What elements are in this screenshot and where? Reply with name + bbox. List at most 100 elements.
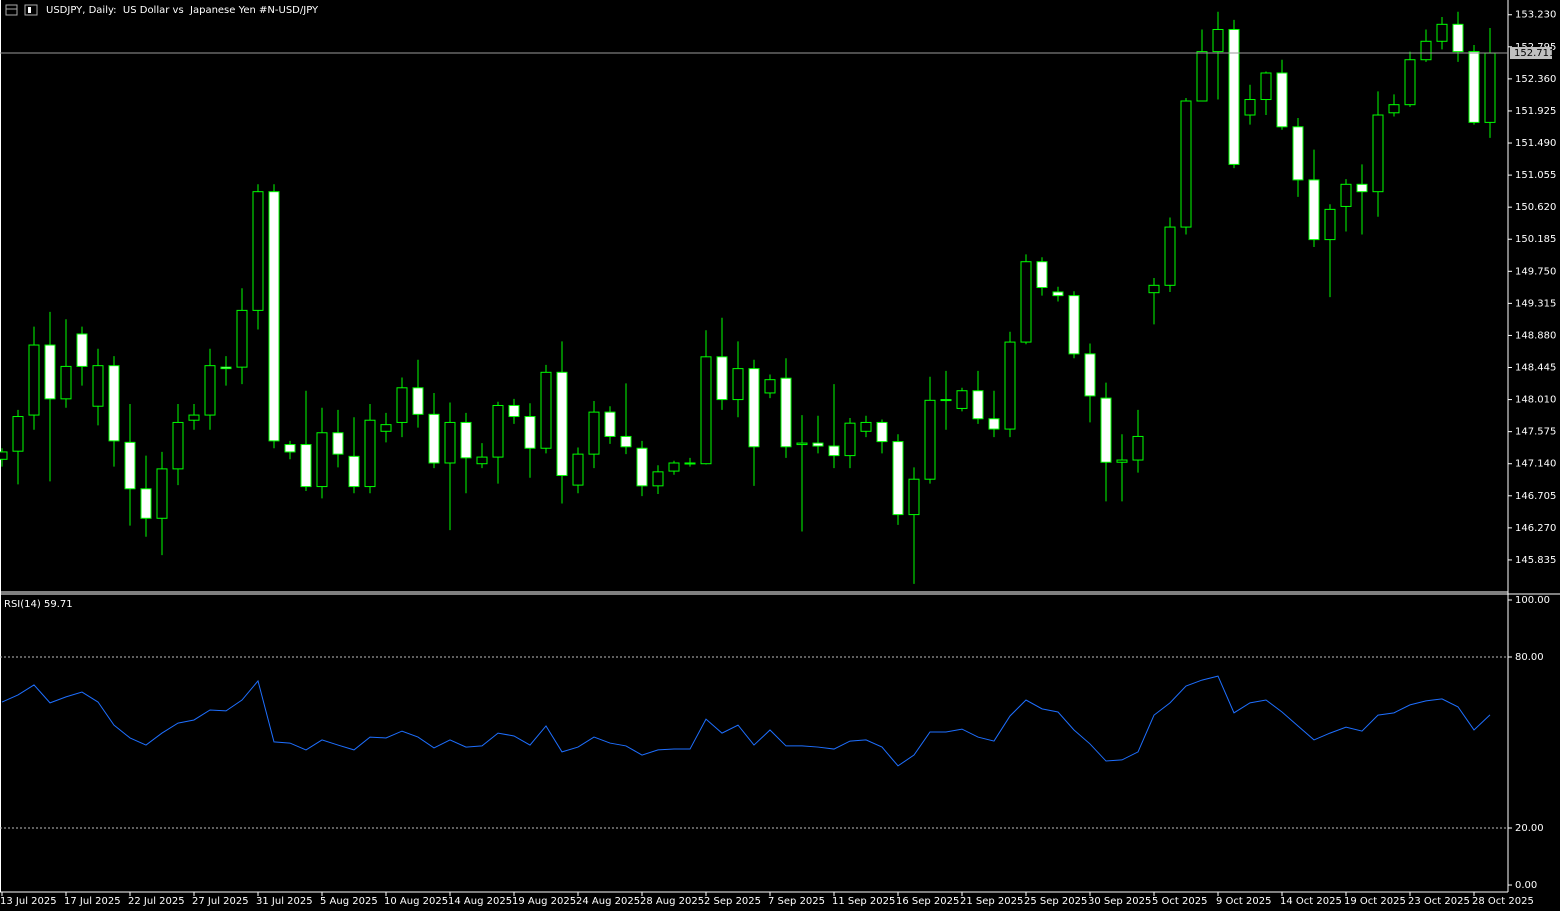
indicator-name: RSI(14) [4, 599, 41, 610]
candle-body [380, 424, 392, 432]
x-tick-label: 30 Sep 2025 [1088, 896, 1151, 907]
candle-body [1372, 114, 1384, 193]
candle-body [1132, 435, 1144, 461]
candle-body [540, 371, 552, 449]
candle-body [268, 191, 280, 442]
candle-body [364, 419, 376, 488]
candle-body [12, 416, 24, 452]
candle-body [556, 371, 568, 477]
candle-body [620, 435, 632, 448]
candle-body [1212, 28, 1224, 53]
candle-body [732, 368, 744, 401]
candle-body [1484, 52, 1496, 123]
y-tick-label: 149.315 [1515, 298, 1556, 309]
candle-body [108, 365, 120, 442]
candle-body [140, 488, 152, 519]
symbol-icons [5, 4, 38, 16]
candle-body [1324, 208, 1336, 241]
candle-body [972, 390, 984, 420]
y-tick-label: 151.925 [1515, 106, 1556, 117]
y-tick-label: 152.360 [1515, 74, 1556, 85]
y-tick-label: 148.010 [1515, 395, 1556, 406]
candle-body [396, 387, 408, 423]
candle-body [1468, 51, 1480, 123]
candle-body [1356, 183, 1368, 193]
y-tick-label: 148.880 [1515, 330, 1556, 341]
candle-body [956, 390, 968, 409]
candle-body [44, 344, 56, 400]
x-tick-label: 28 Aug 2025 [640, 896, 704, 907]
y-tick-label: 146.270 [1515, 523, 1556, 534]
y-tick-label: 0.00 [1515, 880, 1537, 891]
icon [24, 4, 38, 16]
candle-body [1452, 23, 1464, 53]
candle-body [652, 471, 664, 487]
candle-body [924, 399, 936, 480]
candle-body [1052, 291, 1064, 297]
candle-body [204, 365, 216, 416]
x-tick-label: 5 Aug 2025 [320, 896, 378, 907]
y-tick-label: 145.835 [1515, 555, 1556, 566]
x-tick-label: 16 Sep 2025 [896, 896, 959, 907]
indicator-title: RSI(14) 59.71 [4, 599, 73, 610]
candle-body [828, 445, 840, 457]
candle-body [428, 413, 440, 464]
candle-body [1308, 179, 1320, 241]
candle-body [236, 309, 248, 368]
x-tick-label: 9 Oct 2025 [1216, 896, 1271, 907]
candle-body [316, 432, 328, 488]
x-tick-label: 28 Oct 2025 [1472, 896, 1534, 907]
candle-body [716, 356, 728, 401]
x-tick-label: 31 Jul 2025 [256, 896, 313, 907]
candle-body [188, 414, 200, 421]
candle-body [1340, 183, 1352, 207]
candle-body [1180, 100, 1192, 228]
candle-body [76, 333, 88, 367]
candle-body [940, 399, 952, 402]
candle-body [1292, 126, 1304, 181]
candle-body [412, 387, 424, 415]
y-tick-label: 80.00 [1515, 652, 1544, 663]
candle-body [1004, 341, 1016, 430]
x-tick-label: 13 Jul 2025 [0, 896, 57, 907]
x-tick-label: 21 Sep 2025 [960, 896, 1023, 907]
icon [5, 4, 18, 16]
icon [28, 7, 31, 13]
x-tick-label: 14 Oct 2025 [1280, 896, 1342, 907]
x-tick-label: 19 Oct 2025 [1344, 896, 1406, 907]
x-tick-label: 27 Jul 2025 [192, 896, 249, 907]
x-tick-label: 5 Oct 2025 [1152, 896, 1207, 907]
candle-body [1148, 284, 1160, 294]
candle-body [1436, 23, 1448, 42]
candle-body [524, 416, 536, 449]
y-tick-label: 148.445 [1515, 363, 1556, 374]
candle-body [1244, 99, 1256, 116]
candle-body [1100, 397, 1112, 463]
candle-body [1068, 295, 1080, 355]
candle-body [460, 421, 472, 459]
chart-title: USDJPY, Daily: US Dollar vs Japanese Yen… [46, 5, 319, 16]
x-tick-label: 22 Jul 2025 [128, 896, 185, 907]
candle-body [1404, 59, 1416, 106]
candle-body [1164, 226, 1176, 286]
candle-body [252, 191, 264, 311]
last-price-box [1510, 47, 1552, 60]
indicator-line [1, 675, 1491, 767]
candle-body [332, 432, 344, 455]
indicator-value: 59.71 [44, 599, 73, 610]
x-tick-label: 10 Aug 2025 [384, 896, 448, 907]
candle-body [988, 418, 1000, 430]
candle-body [700, 356, 712, 465]
y-tick-label: 151.055 [1515, 170, 1556, 181]
x-tick-label: 7 Sep 2025 [768, 896, 825, 907]
y-tick-label: 149.750 [1515, 266, 1556, 277]
candle-body [1036, 261, 1048, 289]
candle-body [812, 442, 824, 447]
y-tick-label: 147.575 [1515, 427, 1556, 438]
candle-body [844, 422, 856, 457]
candle-body [1228, 28, 1240, 165]
candle-body [124, 441, 136, 490]
candle-body [284, 444, 296, 453]
